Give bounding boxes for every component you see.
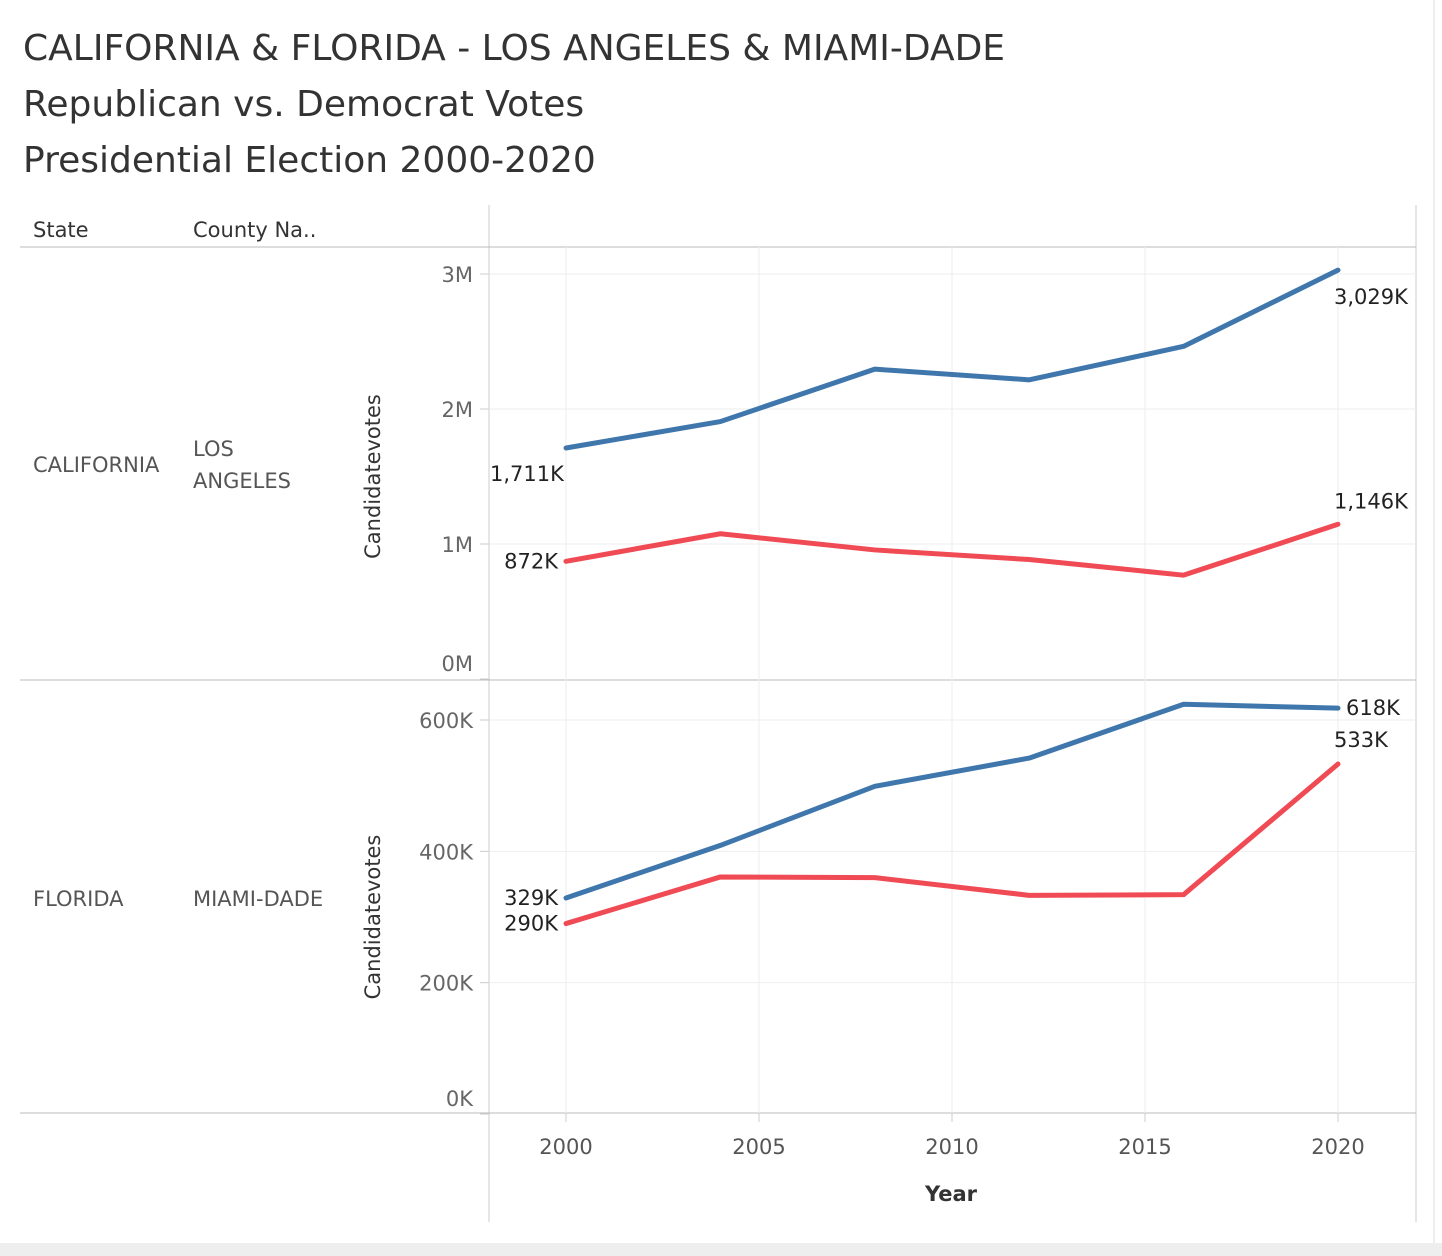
x-tick-label: 2020	[1311, 1135, 1364, 1159]
y-tick-label: 2M	[442, 398, 473, 422]
county-label: MIAMI-DADE	[193, 887, 323, 911]
data-label: 533K	[1334, 728, 1389, 752]
chart-title-line-3: Presidential Election 2000-2020	[23, 140, 596, 181]
state-label: CALIFORNIA	[33, 453, 160, 477]
y-axis-label: Candidatevotes	[361, 835, 385, 1000]
series-line-republican	[563, 521, 1341, 578]
data-label: 1,146K	[1334, 489, 1409, 513]
row-header-county: County Na..	[193, 218, 316, 242]
x-tick-label: 2005	[732, 1135, 785, 1159]
x-tick-label: 2010	[925, 1135, 978, 1159]
chart-title-line-2: Republican vs. Democrat Votes	[23, 84, 585, 125]
y-tick-label: 0K	[446, 1087, 474, 1111]
data-label: 618K	[1346, 696, 1401, 720]
x-tick-label: 2000	[539, 1135, 592, 1159]
data-label: 872K	[504, 549, 559, 573]
county-label: LOS ANGELES	[193, 437, 291, 493]
y-tick-label: 1M	[442, 533, 473, 557]
data-label: 1,711K	[490, 462, 565, 486]
data-label: 3,029K	[1334, 285, 1409, 309]
y-tick-label: 200K	[419, 972, 474, 996]
series-line-democrat	[563, 267, 1341, 451]
state-label: FLORIDA	[33, 887, 124, 911]
data-label: 329K	[504, 886, 559, 910]
x-axis-label: Year	[924, 1182, 978, 1206]
series-line-republican	[563, 761, 1341, 927]
y-tick-label: 400K	[419, 840, 474, 864]
x-tick-label: 2015	[1118, 1135, 1171, 1159]
bottom-bar	[0, 1243, 1442, 1256]
data-label: 290K	[504, 912, 559, 936]
y-tick-label: 0M	[442, 652, 473, 676]
y-tick-label: 3M	[442, 263, 473, 287]
row-header-state: State	[33, 218, 89, 242]
y-tick-label: 600K	[419, 709, 474, 733]
chart-title-line-1: CALIFORNIA & FLORIDA - LOS ANGELES & MIA…	[23, 28, 1006, 69]
y-axis-label: Candidatevotes	[361, 394, 385, 559]
series-line-democrat	[563, 701, 1341, 901]
